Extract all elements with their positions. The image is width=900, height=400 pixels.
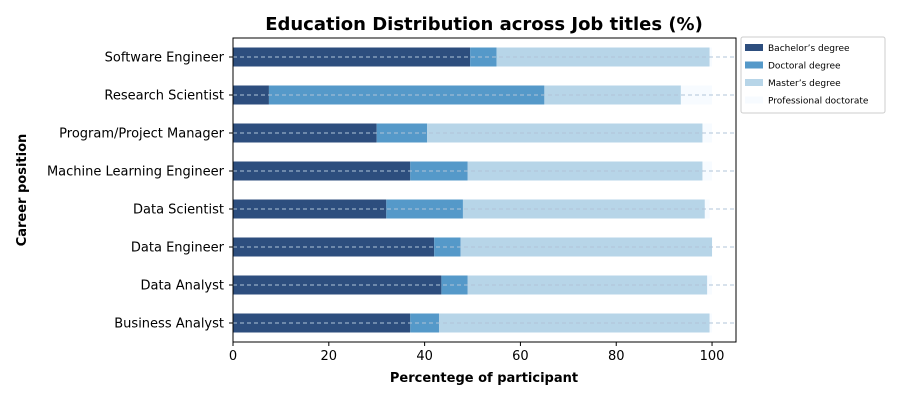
y-tick-label: Business Analyst xyxy=(114,317,224,332)
y-tick-label: Data Engineer xyxy=(131,241,225,256)
legend-label: Doctoral degree xyxy=(768,62,841,72)
y-tick-label: Machine Learning Engineer xyxy=(47,165,225,180)
legend-swatch xyxy=(745,79,763,86)
legend-label: Bachelor’s degree xyxy=(768,44,850,54)
legend-swatch xyxy=(745,44,763,51)
bar-segment xyxy=(704,199,710,219)
bar-segment xyxy=(233,161,411,181)
legend: Bachelor’s degree Doctoral degree Master’s… xyxy=(740,36,886,114)
bar-segment xyxy=(233,199,387,219)
bar-segment xyxy=(233,313,411,333)
bar-segment xyxy=(233,275,442,295)
y-axis-label: Career position xyxy=(15,134,30,247)
bar-segment xyxy=(470,47,497,67)
bar-segment xyxy=(467,275,708,295)
x-axis-label: Percentege of participant xyxy=(390,371,578,386)
legend-label: Professional doctorate xyxy=(768,97,869,107)
axis-layer: 0 20 40 60 80 100 Business Analyst Data Analyst… xyxy=(47,37,737,364)
bar-layer xyxy=(233,47,713,333)
x-tick-label: 40 xyxy=(416,349,433,364)
y-tick-label: Data Scientist xyxy=(133,203,224,218)
y-tick-label: Data Analyst xyxy=(141,279,224,294)
bar-segment xyxy=(441,275,468,295)
bar-segment xyxy=(496,47,710,67)
bar-segment xyxy=(233,47,471,67)
x-tick-label: 80 xyxy=(608,349,625,364)
bar-segment xyxy=(702,123,713,143)
legend-label: Master’s degree xyxy=(768,79,841,89)
x-tick-label: 20 xyxy=(321,349,338,364)
legend-swatch xyxy=(745,61,763,69)
x-tick-label: 0 xyxy=(229,349,237,364)
y-tick-label: Program/Project Manager xyxy=(59,127,224,142)
plot-frame xyxy=(232,37,737,343)
legend-swatch xyxy=(745,96,763,104)
chart-title: Education Distribution across Job titles… xyxy=(265,14,703,35)
bar-segment xyxy=(268,85,545,105)
x-tick-label: 60 xyxy=(512,349,529,364)
x-tick-label: 100 xyxy=(700,349,725,364)
legend-box xyxy=(740,36,886,114)
bar-segment xyxy=(438,313,710,333)
y-tick-label: Research Scientist xyxy=(104,89,224,104)
bar-segment xyxy=(702,161,713,181)
bar-segment xyxy=(434,237,461,257)
y-tick-label: Software Engineer xyxy=(105,51,225,66)
